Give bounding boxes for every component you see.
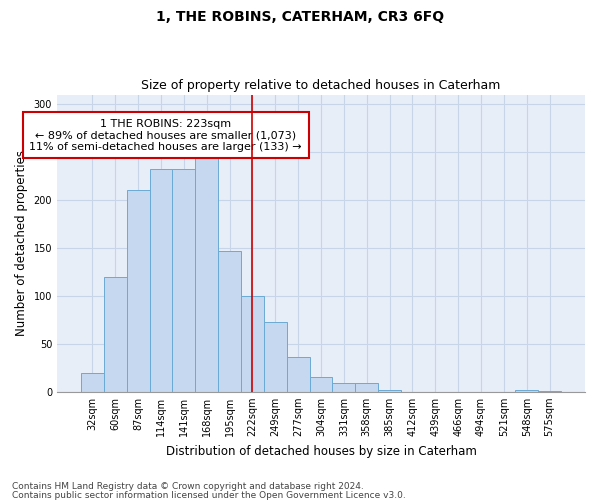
Text: Contains public sector information licensed under the Open Government Licence v3: Contains public sector information licen… [12,490,406,500]
Text: 1 THE ROBINS: 223sqm
← 89% of detached houses are smaller (1,073)
11% of semi-de: 1 THE ROBINS: 223sqm ← 89% of detached h… [29,118,302,152]
Bar [378,390,401,392]
Bar [287,358,310,392]
Text: Contains HM Land Registry data © Crown copyright and database right 2024.: Contains HM Land Registry data © Crown c… [12,482,364,491]
Bar [172,170,196,392]
Bar [515,390,538,392]
Bar [149,170,172,392]
Bar [196,154,218,392]
Bar [127,190,149,392]
Bar [332,383,355,392]
Bar [264,322,287,392]
X-axis label: Distribution of detached houses by size in Caterham: Distribution of detached houses by size … [166,444,476,458]
Bar [241,296,264,392]
Title: Size of property relative to detached houses in Caterham: Size of property relative to detached ho… [142,79,501,92]
Bar [538,391,561,392]
Bar [355,383,378,392]
Y-axis label: Number of detached properties: Number of detached properties [15,150,28,336]
Bar [218,251,241,392]
Bar [81,372,104,392]
Bar [104,276,127,392]
Bar [310,378,332,392]
Text: 1, THE ROBINS, CATERHAM, CR3 6FQ: 1, THE ROBINS, CATERHAM, CR3 6FQ [156,10,444,24]
